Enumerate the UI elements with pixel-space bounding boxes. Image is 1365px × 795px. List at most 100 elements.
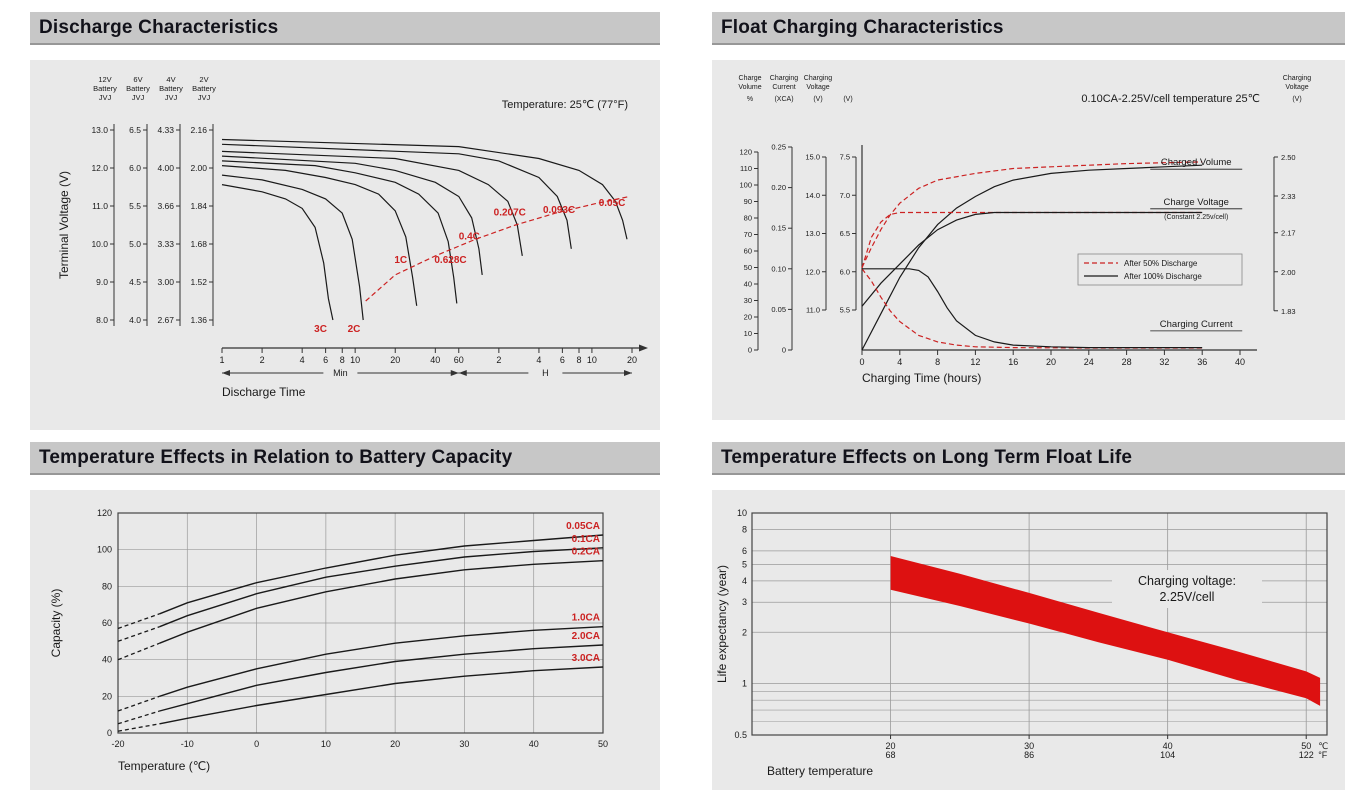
- svg-text:68: 68: [886, 750, 896, 760]
- svg-text:104: 104: [1160, 750, 1175, 760]
- svg-text:30: 30: [744, 296, 752, 305]
- cutoff-line: [365, 195, 630, 302]
- svg-text:0.10CA-2.25V/cell temperature: 0.10CA-2.25V/cell temperature 25℃: [1081, 93, 1260, 105]
- svg-text:50: 50: [1301, 741, 1311, 751]
- tempcap-axes: 0 20 40 60 80 100 120 -20 -10 0 10 20 30 40 50 Capacity…: [49, 508, 608, 773]
- svg-text:Charge: Charge: [739, 75, 762, 82]
- svg-text:0.10: 0.10: [771, 264, 786, 273]
- svg-text:0.05CA: 0.05CA: [566, 521, 600, 532]
- series-charging-current-after-50%-discharge: [861, 268, 1203, 349]
- svg-text:80: 80: [744, 214, 752, 223]
- svg-text:Terminal Voltage (V): Terminal Voltage (V): [57, 171, 71, 279]
- svg-text:80: 80: [102, 581, 112, 591]
- series-3.0CA: [159, 666, 604, 725]
- svg-text:Voltage: Voltage: [1285, 84, 1308, 91]
- svg-text:20: 20: [886, 741, 896, 751]
- svg-text:Battery temperature: Battery temperature: [767, 764, 873, 778]
- svg-text:1.83: 1.83: [1281, 307, 1296, 316]
- svg-text:3: 3: [742, 597, 747, 607]
- svg-text:%: %: [747, 96, 753, 103]
- svg-text:8.0: 8.0: [96, 315, 108, 325]
- series-0.1CA-dashed: [117, 626, 160, 642]
- svg-text:110: 110: [740, 164, 752, 173]
- float-life-chart: Charging voltage: 2.25V/cell 10 8 6 5 4 3 2 1 0.5 2…: [712, 490, 1345, 790]
- svg-text:Charging: Charging: [804, 75, 833, 82]
- svg-text:0: 0: [748, 346, 752, 355]
- float-charging-chart: Charge Volume% 0 10 20 30 40 50 60 70 80 90 100 110 12…: [712, 60, 1345, 420]
- svg-text:0.20: 0.20: [771, 183, 786, 192]
- svg-text:20: 20: [102, 691, 112, 701]
- series-charge-voltage-after-50%-discharge: [861, 211, 1203, 269]
- svg-text:Charging: Charging: [1283, 75, 1312, 82]
- svg-text:H: H: [542, 368, 549, 378]
- series-1.0CA-dashed: [117, 695, 160, 712]
- svg-text:1: 1: [219, 355, 224, 365]
- series-0.2CA-dashed: [117, 642, 160, 661]
- svg-text:4: 4: [300, 355, 305, 365]
- svg-text:36: 36: [1197, 357, 1207, 367]
- svg-text:1: 1: [742, 679, 747, 689]
- svg-text:°F: °F: [1318, 750, 1328, 760]
- svg-text:Capacity (%): Capacity (%): [49, 589, 63, 658]
- series-2.0CA: [159, 644, 604, 712]
- svg-text:2V: 2V: [199, 75, 208, 84]
- svg-text:Temperature (℃): Temperature (℃): [118, 759, 210, 773]
- svg-text:Volume: Volume: [738, 84, 761, 91]
- svg-text:4: 4: [536, 355, 541, 365]
- svg-text:1.84: 1.84: [190, 201, 207, 211]
- series-3C: [221, 184, 334, 321]
- svg-text:JVJ: JVJ: [165, 93, 178, 102]
- svg-text:60: 60: [744, 247, 752, 256]
- svg-text:3.33: 3.33: [157, 239, 174, 249]
- svg-text:4.00: 4.00: [157, 163, 174, 173]
- svg-text:40: 40: [744, 280, 752, 289]
- svg-text:JVJ: JVJ: [99, 93, 112, 102]
- svg-text:12: 12: [970, 357, 980, 367]
- svg-text:Life expectancy (year): Life expectancy (year): [715, 565, 729, 683]
- svg-text:0.5: 0.5: [734, 730, 747, 740]
- svg-text:0.207C: 0.207C: [494, 208, 526, 219]
- svg-text:10: 10: [737, 508, 747, 518]
- svg-text:120: 120: [97, 508, 112, 518]
- svg-text:Temperature: 25℃ (77°F): Temperature: 25℃ (77°F): [502, 99, 628, 111]
- svg-text:(V): (V): [1292, 96, 1301, 103]
- svg-text:Current: Current: [772, 84, 795, 91]
- svg-text:32: 32: [1159, 357, 1169, 367]
- discharge-chart: 12V Battery JVJ 13.0 12.0 11.0 10.0 9.0 8.0 6V Bat…: [30, 60, 660, 430]
- svg-text:13.0: 13.0: [91, 125, 108, 135]
- panel-temp-capacity: Temperature Effects in Relation to Batte…: [30, 442, 660, 790]
- float-labels: Charged Volume Charge Voltage (Constant 2.…: [1150, 157, 1243, 332]
- svg-text:40: 40: [1235, 357, 1245, 367]
- series-1.0CA: [159, 626, 604, 697]
- svg-text:0.15: 0.15: [771, 224, 786, 233]
- svg-text:0: 0: [254, 739, 259, 749]
- float-axes: ChargeVolume%010203040506070809010011012…: [738, 75, 1311, 385]
- svg-text:5.0: 5.0: [129, 239, 141, 249]
- svg-text:28: 28: [1122, 357, 1132, 367]
- svg-text:(V): (V): [843, 96, 852, 103]
- svg-text:0.4C: 0.4C: [459, 231, 480, 242]
- svg-text:4.33: 4.33: [157, 125, 174, 135]
- panel-title-float-charging: Float Charging Characteristics: [712, 12, 1345, 45]
- svg-text:2.00: 2.00: [1281, 268, 1296, 277]
- temp-capacity-chart: 0 20 40 60 80 100 120 -20 -10 0 10 20 30 40 50 Capacity…: [30, 490, 660, 790]
- panel-float-life: Temperature Effects on Long Term Float L…: [712, 442, 1345, 790]
- svg-text:(V): (V): [813, 96, 822, 103]
- svg-text:Battery: Battery: [159, 84, 183, 93]
- svg-text:50: 50: [598, 739, 608, 749]
- svg-text:60: 60: [102, 618, 112, 628]
- svg-text:1C: 1C: [394, 255, 407, 266]
- float-charging-chart-svg: ChargeVolume%010203040506070809010011012…: [712, 60, 1345, 420]
- svg-text:4: 4: [897, 357, 902, 367]
- svg-text:12V: 12V: [98, 75, 111, 84]
- svg-text:20: 20: [390, 739, 400, 749]
- svg-text:70: 70: [744, 230, 752, 239]
- svg-text:10: 10: [350, 355, 360, 365]
- svg-text:122: 122: [1299, 750, 1314, 760]
- discharge-axes: 12VBatteryJVJ13.012.011.010.09.08.06VBat…: [57, 75, 648, 399]
- svg-text:1.0CA: 1.0CA: [572, 613, 600, 624]
- temp-capacity-chart-svg: 0 20 40 60 80 100 120 -20 -10 0 10 20 30 40 50 Capacity…: [30, 490, 660, 790]
- svg-text:12.0: 12.0: [91, 163, 108, 173]
- svg-text:4: 4: [742, 576, 747, 586]
- svg-text:2.50: 2.50: [1281, 153, 1296, 162]
